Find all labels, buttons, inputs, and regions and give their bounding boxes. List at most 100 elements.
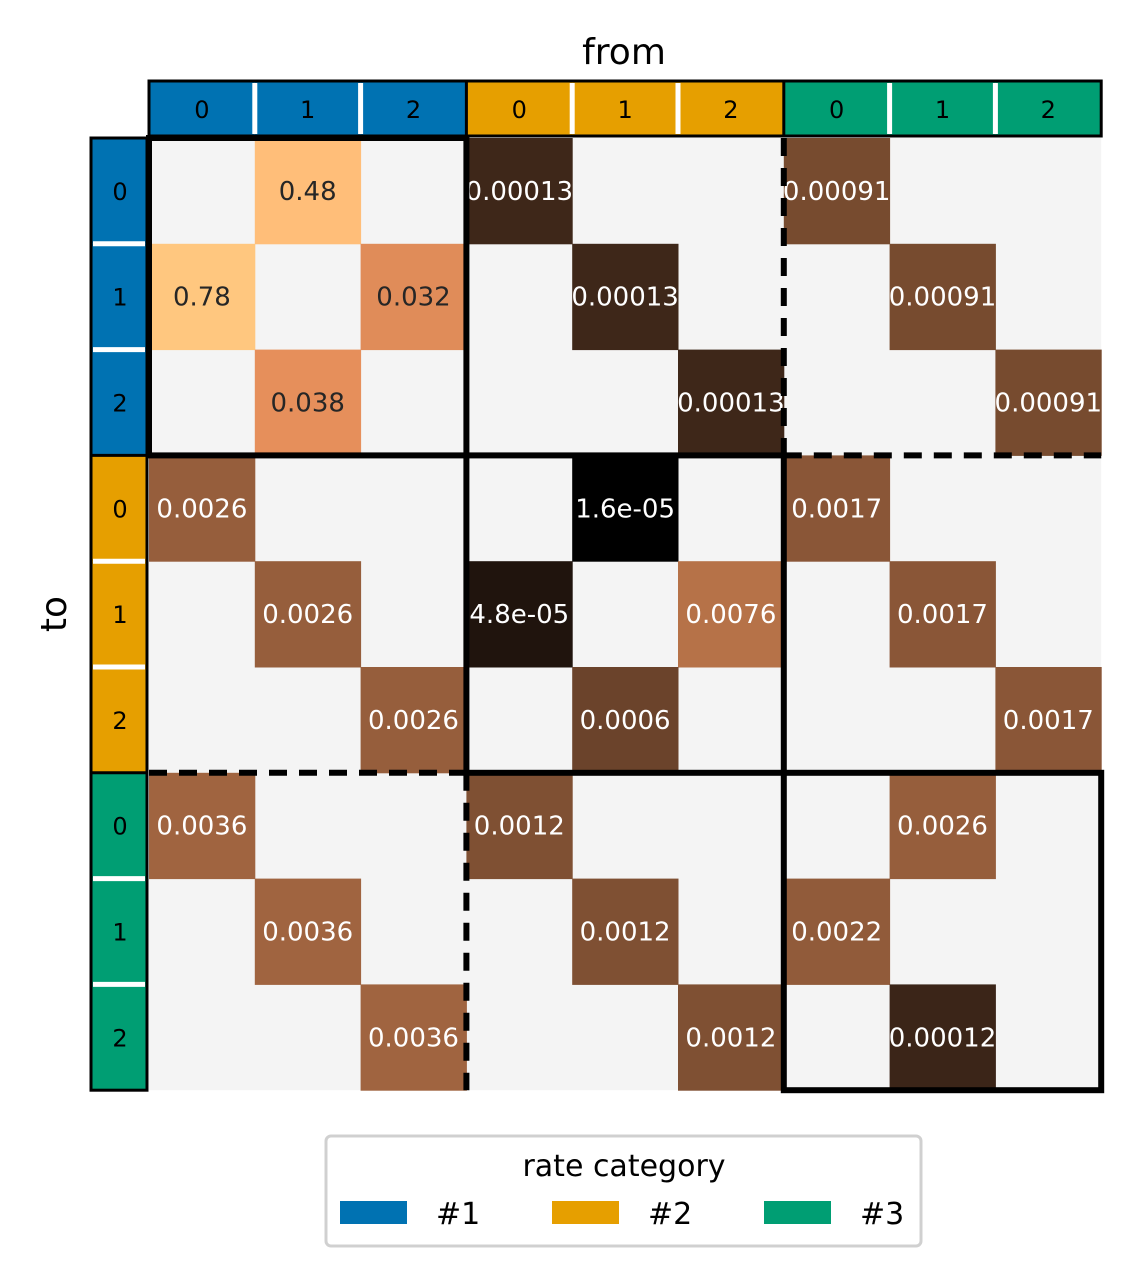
heatmap-cell: [678, 349, 785, 456]
diagonal-block-outline: [463, 452, 787, 776]
to-category-cell: [91, 561, 147, 667]
from-tick-label: 0: [829, 96, 844, 124]
y-axis-label: to: [34, 596, 75, 632]
to-tick-label: 2: [112, 1024, 127, 1052]
heatmap-cell: [254, 138, 362, 245]
to-category-cell: [91, 772, 147, 879]
heatmap-cell: [889, 984, 996, 1091]
heatmap-cell: [783, 878, 891, 985]
heatmap-cell: [572, 455, 679, 562]
cell-value-label: 0.0017: [791, 494, 882, 524]
from-tick-label: 1: [935, 96, 950, 124]
to-tick-label: 1: [112, 284, 127, 312]
cell-value-label: 0.0036: [368, 1023, 459, 1053]
cell-value-label: 0.0076: [685, 600, 776, 630]
heatmap-cell: [149, 243, 256, 351]
x-axis-label: from: [582, 32, 666, 73]
heatmap-cell: [466, 772, 573, 880]
heatmap-cell: [149, 455, 256, 562]
cell-value-label: 0.0006: [580, 706, 671, 736]
heatmap-cell: [254, 878, 362, 985]
cell-value-label: 0.0012: [685, 1023, 776, 1053]
to-category-strip: 0 1 2 0 1 2 0 1 2: [89, 136, 149, 1092]
to-category-cell: [91, 349, 147, 456]
cell-value-label: 0.0026: [156, 494, 247, 524]
legend-title: rate category: [522, 1149, 725, 1184]
legend-swatch: [552, 1201, 619, 1224]
cell-value-label: 0.00091: [889, 283, 997, 313]
from-category-cell: [254, 81, 361, 136]
heatmap-cell: [254, 349, 362, 456]
cell-value-label: 0.0017: [897, 600, 988, 630]
from-category-cell: [995, 81, 1102, 136]
from-category-cell: [572, 81, 678, 136]
to-category-cell: [91, 984, 147, 1091]
cell-value-label: 0.78: [173, 283, 231, 313]
from-tick-label: 0: [194, 96, 209, 124]
to-tick-label: 1: [112, 601, 127, 629]
from-category-strip: 0 1 2 0 1 2 0 1 2: [147, 79, 1103, 138]
heatmap-cell: [783, 455, 891, 562]
cell-value-label: 0.0012: [474, 812, 565, 842]
from-category-cell: [360, 81, 467, 136]
cell-value-label: 0.00013: [466, 177, 574, 207]
to-tick-label: 2: [112, 707, 127, 735]
from-category-cell: [149, 81, 255, 136]
to-category-cell: [91, 667, 147, 773]
heatmap-cell: [889, 561, 996, 668]
from-strip-frame: [147, 79, 1103, 138]
from-category-cell: [783, 81, 890, 136]
heatmap-cell: [572, 667, 679, 774]
to-category-cell: [91, 878, 147, 985]
cell-value-label: 0.00012: [889, 1023, 997, 1053]
cell-value-label: 0.0022: [791, 918, 882, 948]
to-tick-label: 0: [112, 495, 127, 523]
heatmap-cell-labels: 0.48 0.00013 0.00091 0.78 0.032 0.00013 0.0009…: [156, 177, 1102, 1053]
to-strip-frame: [89, 136, 149, 1092]
to-tick-label: 2: [112, 390, 127, 418]
heatmap-cell: [149, 772, 256, 880]
heatmap-cell: [572, 243, 679, 351]
to-category-cell: [91, 455, 147, 562]
from-category-cell: [889, 81, 996, 136]
cell-value-label: 0.00013: [677, 389, 785, 419]
heatmap-cell: [360, 667, 467, 774]
cell-value-label: 0.0012: [580, 918, 671, 948]
from-tick-label: 1: [617, 96, 632, 124]
cell-value-label: 0.00091: [995, 389, 1103, 419]
heatmap-cell: [572, 878, 679, 985]
to-category-cell: [91, 138, 147, 244]
to-tick-label: 1: [112, 919, 127, 947]
heatmap-cell: [678, 561, 785, 668]
heatmap-cell: [466, 561, 573, 668]
cell-value-label: 0.0036: [156, 812, 247, 842]
cell-value-label: 0.0036: [262, 918, 353, 948]
heatmap-cell: [889, 772, 996, 880]
from-category-cell: [466, 81, 573, 136]
to-category-cell: [91, 243, 147, 350]
cell-value-label: 4.8e-05: [469, 600, 569, 630]
from-tick-label: 2: [1041, 96, 1056, 124]
heatmap-cell: [254, 561, 362, 668]
from-tick-label: 2: [406, 96, 421, 124]
heatmap-cell: [783, 138, 891, 245]
from-tick-label: 1: [300, 96, 315, 124]
cell-value-label: 0.038: [270, 389, 344, 419]
heatmap-cells: [149, 138, 1102, 1091]
cell-value-label: 0.00013: [571, 283, 679, 313]
cell-value-label: 0.0017: [1003, 706, 1094, 736]
diagonal-block-outline: [780, 769, 1105, 1094]
cell-value-label: 0.0026: [262, 600, 353, 630]
heatmap-cell: [995, 667, 1102, 774]
heatmap-cell: [995, 349, 1102, 456]
cell-value-label: 0.0026: [897, 812, 988, 842]
heatmap-cell: [889, 243, 996, 351]
legend-entry-label: #1: [436, 1197, 480, 1232]
heatmap-cell: [360, 243, 467, 351]
legend-swatch: [340, 1201, 407, 1224]
legend: rate category #1 #2 #3: [324, 1134, 923, 1248]
from-tick-label: 2: [723, 96, 738, 124]
from-tick-label: 0: [512, 96, 527, 124]
heatmap-cell: [466, 138, 573, 245]
